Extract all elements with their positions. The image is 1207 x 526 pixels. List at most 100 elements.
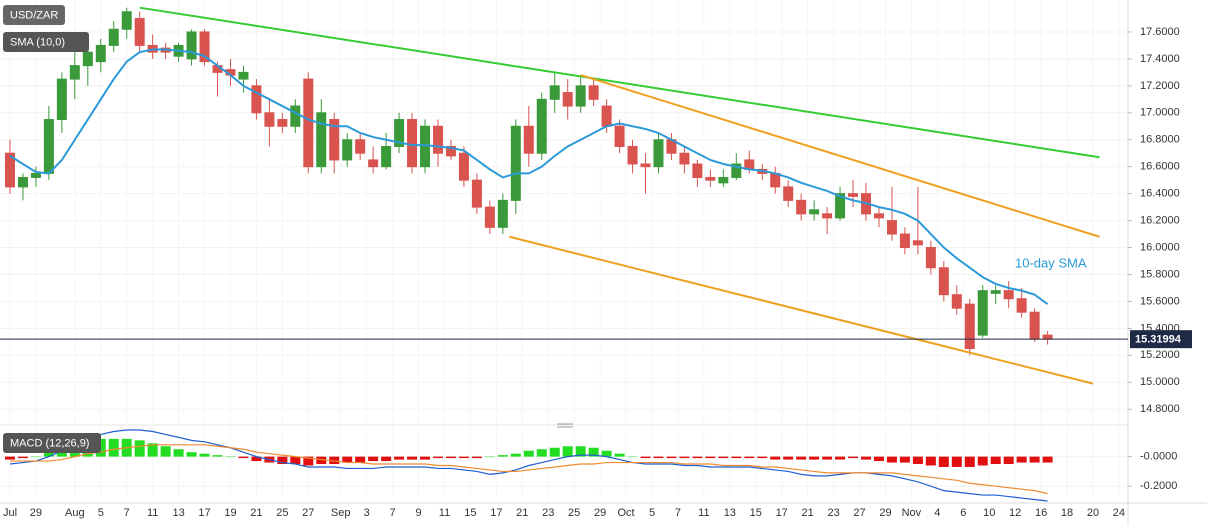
candle-body — [731, 163, 742, 178]
candle-body — [1042, 334, 1053, 340]
histogram-bar — [861, 456, 872, 460]
histogram-bar — [316, 456, 327, 465]
y-tick-label: 17.2000 — [1140, 80, 1180, 92]
histogram-bar — [1003, 456, 1014, 465]
candle-body — [17, 176, 28, 188]
histogram-bar — [432, 456, 443, 459]
trend-line — [580, 74, 1100, 238]
candle-body — [264, 112, 275, 127]
histogram-bar — [783, 456, 794, 460]
candle-body — [108, 28, 119, 46]
indicator-label: SMA (10,0) — [10, 36, 65, 48]
histogram-bar — [4, 456, 15, 460]
candle-body — [964, 303, 975, 350]
x-tick-label: 19 — [224, 507, 236, 519]
trend-line — [139, 6, 1100, 159]
sma-annotation: 10-day SMA — [1015, 255, 1087, 270]
candle-body — [420, 125, 431, 168]
candle-body — [342, 139, 353, 161]
x-tick-label: Aug — [65, 507, 85, 519]
symbol-box — [3, 5, 65, 25]
x-tick-label: 13 — [724, 507, 736, 519]
histogram-bar — [536, 449, 547, 457]
histogram-bar — [835, 456, 846, 460]
candle-body — [43, 119, 54, 174]
x-tick-label: 12 — [1009, 507, 1021, 519]
histogram-bar — [705, 456, 716, 459]
candle-body — [925, 247, 936, 269]
x-tick-label: 18 — [1061, 507, 1073, 519]
trend-line — [509, 235, 1094, 385]
candle-body — [186, 31, 197, 60]
x-tick-label: 25 — [276, 507, 288, 519]
candle-body — [705, 176, 716, 181]
x-tick-label: 15 — [464, 507, 476, 519]
histogram-bar — [510, 453, 521, 457]
histogram-bar — [912, 456, 923, 465]
histogram-bar — [938, 456, 949, 467]
x-tick-label: 10 — [983, 507, 995, 519]
candle-body — [562, 92, 573, 107]
candle-body — [134, 17, 145, 46]
candle-body — [407, 119, 418, 168]
candle-body — [1016, 298, 1027, 313]
candle-body — [783, 186, 794, 201]
candle-body — [199, 31, 210, 63]
candle-body — [822, 213, 833, 219]
candle-body — [368, 159, 379, 168]
histogram-bar — [718, 456, 729, 459]
candle-body — [394, 119, 405, 147]
candle-body — [977, 290, 988, 336]
candle-body — [796, 199, 807, 215]
candle-body — [510, 125, 521, 201]
y-tick-label: -0.0000 — [1140, 451, 1177, 463]
x-tick-label: 23 — [827, 507, 839, 519]
histogram-bar — [796, 456, 807, 460]
symbol-label: USD/ZAR — [10, 9, 58, 21]
candle-body — [82, 51, 93, 67]
candle-body — [809, 209, 820, 215]
x-tick-label: 5 — [649, 507, 655, 519]
histogram-bar — [1016, 456, 1027, 463]
histogram-bar — [627, 456, 638, 458]
x-tick-label: 17 — [490, 507, 502, 519]
candle-body — [458, 152, 469, 181]
x-tick-label: 29 — [879, 507, 891, 519]
candle-body — [679, 152, 690, 165]
y-tick-label: 14.8000 — [1140, 403, 1180, 415]
x-tick-label: 17 — [776, 507, 788, 519]
histogram-bar — [407, 456, 418, 460]
histogram-bar — [355, 456, 366, 463]
histogram-bar — [951, 456, 962, 467]
histogram-bar — [497, 455, 508, 457]
histogram-bar — [445, 456, 456, 459]
candle-body — [445, 145, 456, 157]
x-tick-label: 4 — [934, 507, 940, 519]
histogram-bar — [822, 456, 833, 460]
y-tick-label: 17.4000 — [1140, 53, 1180, 65]
histogram-bar — [757, 456, 768, 459]
candle-body — [30, 172, 41, 178]
y-tick-label: 17.0000 — [1140, 107, 1180, 119]
candle-body — [484, 206, 495, 228]
candle-body — [432, 125, 443, 154]
histogram-bar — [575, 446, 586, 457]
candle-body — [251, 85, 262, 114]
histogram-bar — [1029, 456, 1040, 463]
candle-body — [523, 125, 534, 154]
x-tick-label: 3 — [364, 507, 370, 519]
histogram-bar — [523, 450, 534, 457]
histogram-bar — [134, 440, 145, 457]
histogram-bar — [212, 455, 223, 457]
histogram-bar — [290, 456, 301, 465]
x-tick-label: 17 — [198, 507, 210, 519]
x-tick-label: 7 — [124, 507, 130, 519]
y-tick-label: 15.0000 — [1140, 376, 1180, 388]
x-tick-label: 24 — [1113, 507, 1125, 519]
x-tick-label: 5 — [98, 507, 104, 519]
y-tick-label: 15.2000 — [1140, 349, 1180, 361]
y-tick-label: 16.8000 — [1140, 134, 1180, 146]
x-tick-label: 15 — [750, 507, 762, 519]
candle-body — [627, 145, 638, 165]
